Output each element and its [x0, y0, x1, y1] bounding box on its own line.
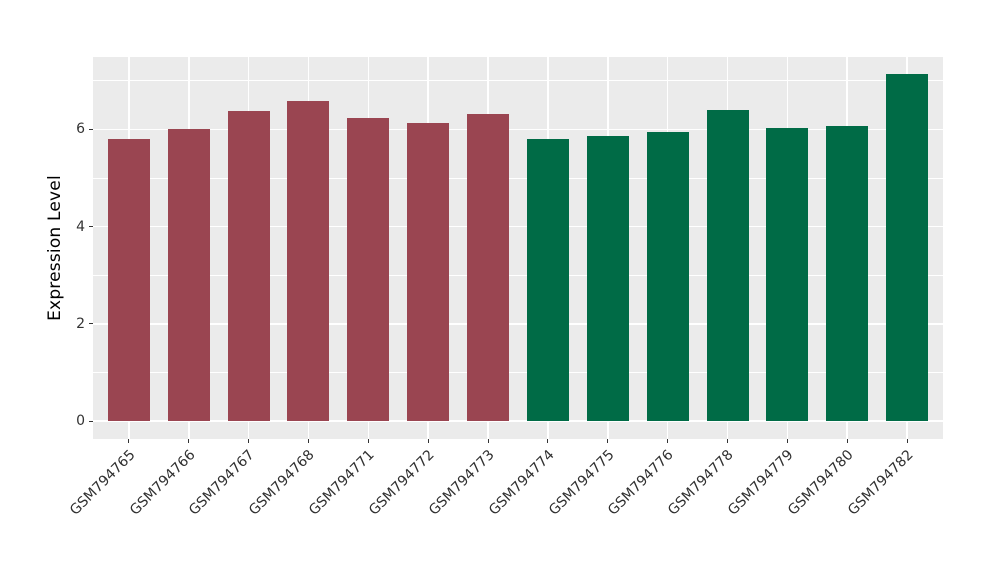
bar-GSM794776 — [646, 132, 689, 421]
x-axis-tick-mark — [846, 439, 848, 443]
x-axis-tick-mark — [667, 439, 669, 443]
x-axis-tick-mark — [607, 439, 609, 443]
y-axis-title: Expression Level — [45, 175, 65, 321]
y-axis-tick-label: 6 — [76, 121, 85, 138]
bar-GSM794773 — [467, 113, 510, 421]
y-axis-tick-mark — [89, 420, 93, 422]
y-axis-tick-mark — [89, 226, 93, 228]
bar-GSM794771 — [347, 118, 390, 421]
x-axis-tick-mark — [786, 439, 788, 443]
bar-GSM794774 — [526, 138, 569, 421]
x-axis-tick-mark — [487, 439, 489, 443]
x-axis-tick-mark — [547, 439, 549, 443]
y-axis-tick-mark — [89, 323, 93, 325]
gridline-major-horizontal — [93, 225, 943, 228]
y-axis-tick-label: 0 — [76, 413, 85, 430]
gridline-major-horizontal — [93, 323, 943, 325]
x-axis-tick-mark — [307, 439, 309, 443]
y-axis-tick-label: 2 — [76, 315, 85, 332]
x-axis-tick-mark — [188, 439, 190, 443]
gridline-minor-horizontal — [93, 80, 943, 82]
x-axis-tick-mark — [248, 439, 250, 443]
bar-GSM794782 — [886, 73, 929, 421]
x-axis-tick-mark — [906, 439, 908, 443]
x-axis-tick-mark — [367, 439, 369, 443]
bar-GSM794775 — [586, 136, 629, 422]
gridline-minor-horizontal — [93, 372, 943, 373]
gridline-major-horizontal — [93, 128, 943, 131]
y-axis-tick-label: 4 — [76, 218, 85, 235]
bar-GSM794766 — [167, 129, 210, 421]
bar-GSM794780 — [826, 125, 869, 421]
gridline-major-horizontal — [93, 420, 943, 422]
x-axis-tick-mark — [128, 439, 130, 443]
bar-GSM794772 — [407, 123, 450, 421]
y-axis-tick-mark — [89, 128, 93, 130]
gridline-minor-horizontal — [93, 177, 943, 179]
bar-GSM794778 — [706, 109, 749, 421]
gridline-minor-horizontal — [93, 274, 943, 276]
bar-GSM794767 — [227, 110, 270, 421]
plot-panel — [93, 57, 943, 439]
x-axis-tick-mark — [727, 439, 728, 443]
bar-GSM794779 — [766, 128, 809, 421]
bar-GSM794765 — [107, 138, 150, 421]
x-axis-tick-mark — [427, 439, 429, 443]
bar-GSM794768 — [287, 100, 330, 421]
